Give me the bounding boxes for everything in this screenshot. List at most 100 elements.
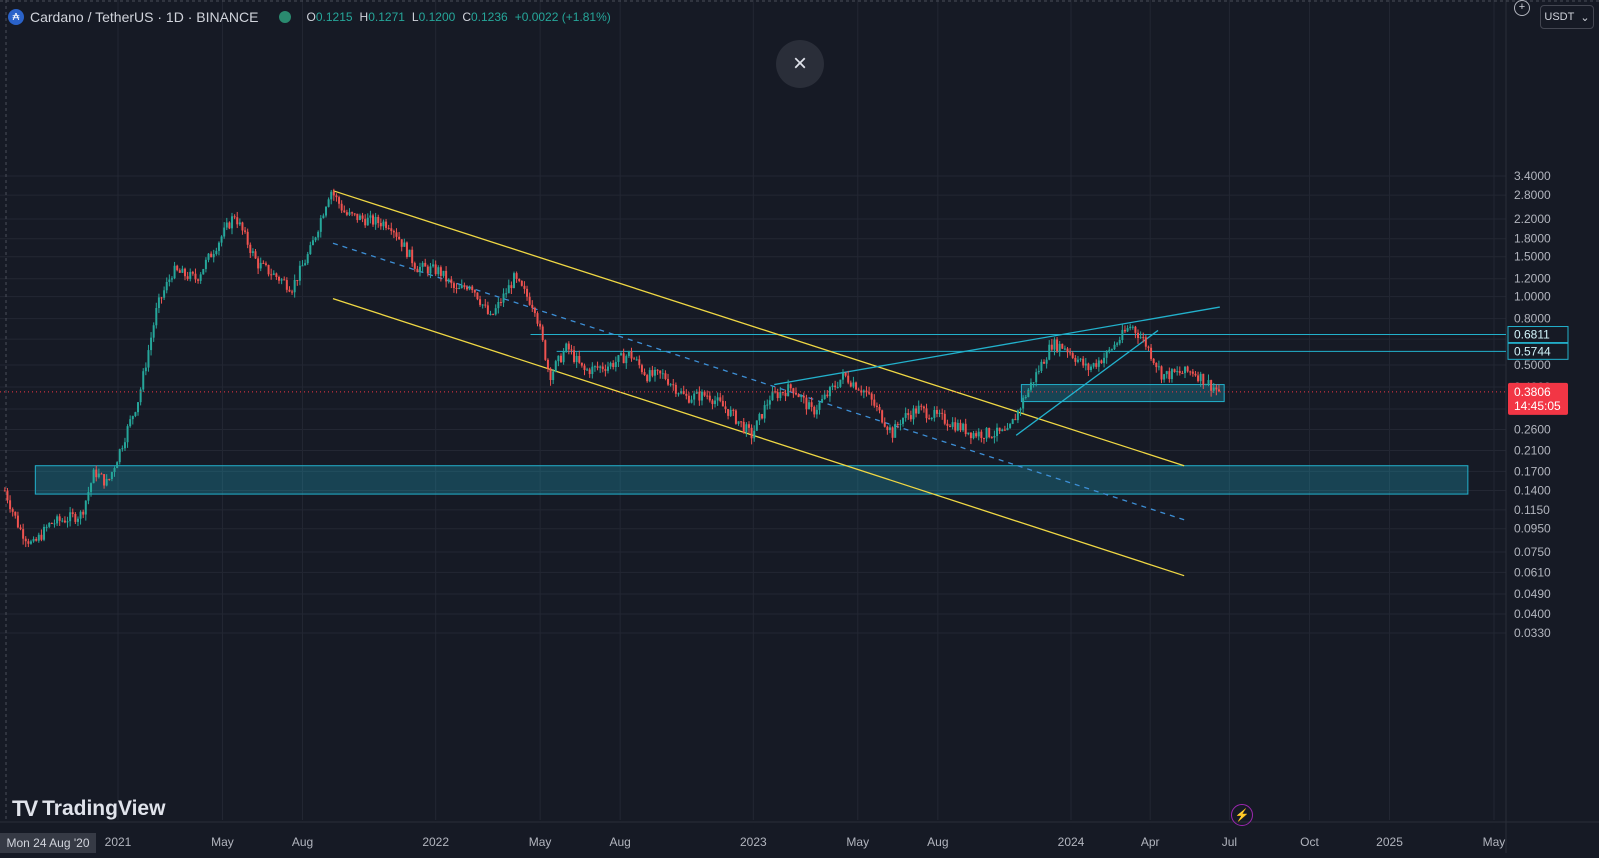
candle-body xyxy=(943,413,946,424)
candle-body xyxy=(215,250,218,255)
candle-body xyxy=(1074,357,1077,362)
y-tick-label: 0.5000 xyxy=(1514,358,1551,372)
candle-body xyxy=(3,490,6,492)
candle-body xyxy=(625,356,628,364)
candle-body xyxy=(82,511,85,515)
ohlc-values: O0.1215 H0.1271 L0.1200 C0.1236 +0.0022 … xyxy=(307,10,611,24)
candle-body xyxy=(231,216,234,229)
candle-body xyxy=(455,287,458,289)
candle-body xyxy=(238,222,241,225)
candle-body xyxy=(873,399,876,406)
candle-body xyxy=(340,203,343,211)
plus-button[interactable]: + xyxy=(1514,0,1530,16)
candle-body xyxy=(776,392,779,399)
candle-body xyxy=(199,274,202,281)
candle-body xyxy=(113,468,116,473)
candle-body xyxy=(484,304,487,306)
y-tick-label: 0.1700 xyxy=(1514,464,1551,478)
time-axis[interactable]: 2021 May Aug 2022 May Aug 2023 May Aug 2024 Apr Jul… xyxy=(105,835,1506,849)
candle-body xyxy=(90,483,93,492)
candle-body xyxy=(941,412,944,414)
candle-body xyxy=(338,197,341,204)
candle-body xyxy=(348,212,351,215)
close-icon: × xyxy=(792,50,807,77)
candle-body xyxy=(1170,369,1173,380)
candle-body xyxy=(100,473,103,475)
candle-body xyxy=(197,279,200,281)
tradingview-logo[interactable]: TV TradingView xyxy=(12,796,165,822)
currency-selector[interactable]: USDT ⌄ xyxy=(1540,5,1594,29)
lightning-icon[interactable]: ⚡ xyxy=(1231,804,1253,826)
candle-body xyxy=(674,384,677,394)
y-tick-label: 0.0400 xyxy=(1514,607,1551,621)
candle-body xyxy=(257,258,260,269)
candle-body xyxy=(244,230,247,232)
candle-body xyxy=(1108,349,1111,352)
candle-body xyxy=(888,427,891,431)
level-price-label: 0.6811 xyxy=(1514,328,1550,342)
candle-body xyxy=(27,541,30,544)
candle-body xyxy=(698,391,701,401)
candle-body xyxy=(157,297,160,309)
candle-body xyxy=(596,366,599,368)
price-axis[interactable]: 3.4000 2.8000 2.2000 1.8000 1.5000 1.2000 1.00… xyxy=(1507,169,1569,640)
candle-body xyxy=(95,469,98,478)
candle-body xyxy=(43,526,46,540)
candle-body xyxy=(481,304,484,306)
candle-body xyxy=(48,522,51,527)
candle-body xyxy=(335,195,338,198)
candle-body xyxy=(881,410,884,423)
candle-body xyxy=(225,222,228,228)
candle-body xyxy=(178,270,181,273)
candle-body xyxy=(732,409,735,411)
candle-body xyxy=(144,367,147,372)
candle-body xyxy=(507,285,510,294)
candle-body xyxy=(651,370,654,376)
candle-body xyxy=(740,421,743,423)
candle-body xyxy=(727,409,730,416)
candle-body xyxy=(922,406,925,409)
candle-body xyxy=(1103,357,1106,364)
candle-body xyxy=(1019,408,1022,411)
candle-body xyxy=(246,231,249,245)
candle-body xyxy=(915,408,918,414)
cardano-coin-icon[interactable]: ₳ xyxy=(8,9,24,25)
candle-body xyxy=(1176,371,1179,373)
candle-body xyxy=(123,442,126,449)
x-tick-label: May xyxy=(846,835,869,849)
candle-body xyxy=(492,313,495,315)
candle-body xyxy=(379,222,382,227)
candle-body xyxy=(1165,371,1168,375)
candle-body xyxy=(633,358,636,360)
y-tick-label: 0.0490 xyxy=(1514,587,1551,601)
candle-body xyxy=(907,413,910,416)
ohlc-open: O0.1215 xyxy=(306,10,353,24)
candle-body xyxy=(862,390,865,393)
candle-body xyxy=(1142,337,1145,339)
support-zone xyxy=(1020,384,1225,403)
candle-body xyxy=(531,304,534,308)
symbol-title[interactable]: Cardano / TetherUS · 1D · BINANCE xyxy=(30,9,259,25)
candle-body xyxy=(408,249,411,257)
market-status-icon[interactable] xyxy=(278,11,291,23)
candle-body xyxy=(458,287,461,289)
candle-body xyxy=(606,366,609,371)
candle-body xyxy=(419,266,422,273)
candle-body xyxy=(831,385,834,388)
candle-body xyxy=(612,363,615,368)
candle-body xyxy=(510,285,513,289)
candle-body xyxy=(810,402,813,407)
candle-body xyxy=(714,400,717,405)
candle-body xyxy=(672,384,675,386)
candle-body xyxy=(170,278,173,280)
candle-body xyxy=(1217,389,1220,392)
candle-body xyxy=(1131,326,1134,328)
candle-body xyxy=(640,365,643,373)
candle-body xyxy=(870,393,873,400)
candle-body xyxy=(967,432,970,435)
x-tick-label: 2021 xyxy=(105,835,132,849)
close-button[interactable]: × xyxy=(776,40,824,88)
candle-body xyxy=(899,423,902,425)
